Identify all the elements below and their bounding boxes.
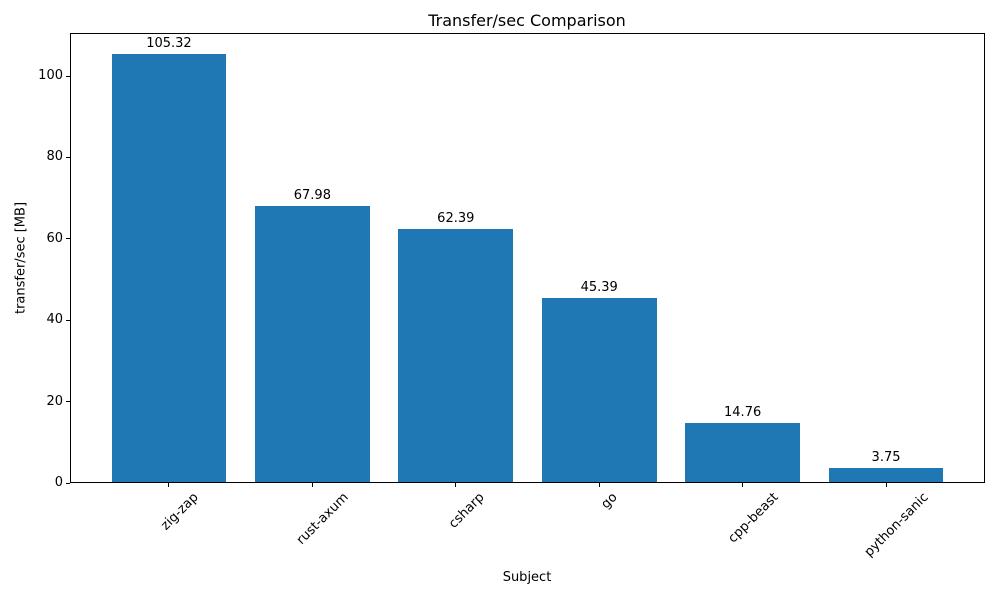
bar-value-label: 105.32 (146, 36, 192, 52)
y-tick-mark (66, 238, 70, 240)
y-tick-label: 40 (46, 312, 63, 328)
bar-value-label: 14.76 (724, 404, 762, 420)
x-tick-label: cpp-beast (724, 490, 782, 547)
y-tick-mark (66, 482, 70, 484)
bar (541, 298, 657, 483)
y-tick-mark (66, 319, 70, 321)
bar-value-label: 3.75 (871, 449, 901, 465)
x-tick-mark (311, 483, 313, 487)
bar (828, 467, 944, 483)
x-tick-mark (598, 483, 600, 487)
x-tick-label: go (598, 490, 621, 513)
y-tick-label: 60 (46, 230, 63, 246)
bar-value-label: 62.39 (437, 211, 475, 227)
x-tick-mark (455, 483, 457, 487)
y-tick-label: 80 (46, 149, 63, 165)
bar (398, 229, 514, 483)
y-tick-label: 20 (46, 393, 63, 409)
bar-value-label: 67.98 (293, 188, 331, 204)
x-tick-mark (168, 483, 170, 487)
x-tick-label: csharp (445, 490, 488, 532)
bar (685, 422, 800, 483)
x-axis-label: Subject (502, 570, 552, 585)
bar (111, 54, 227, 483)
x-tick-mark (742, 483, 744, 487)
bar-value-label: 45.39 (580, 280, 618, 296)
x-tick-label: zig-zap (157, 490, 202, 534)
y-tick-mark (66, 156, 70, 158)
y-tick-label: 0 (54, 475, 63, 490)
x-tick-label: rust-axum (294, 490, 352, 548)
y-tick-label: 100 (38, 68, 63, 84)
y-axis-label: transfer/sec [MB] (13, 201, 29, 315)
bar (255, 206, 370, 483)
chart-title: Transfer/sec Comparison (428, 11, 626, 30)
x-tick-mark (885, 483, 887, 487)
x-tick-label: python-sanic (861, 490, 932, 560)
y-tick-mark (66, 75, 70, 77)
y-tick-mark (66, 401, 70, 403)
